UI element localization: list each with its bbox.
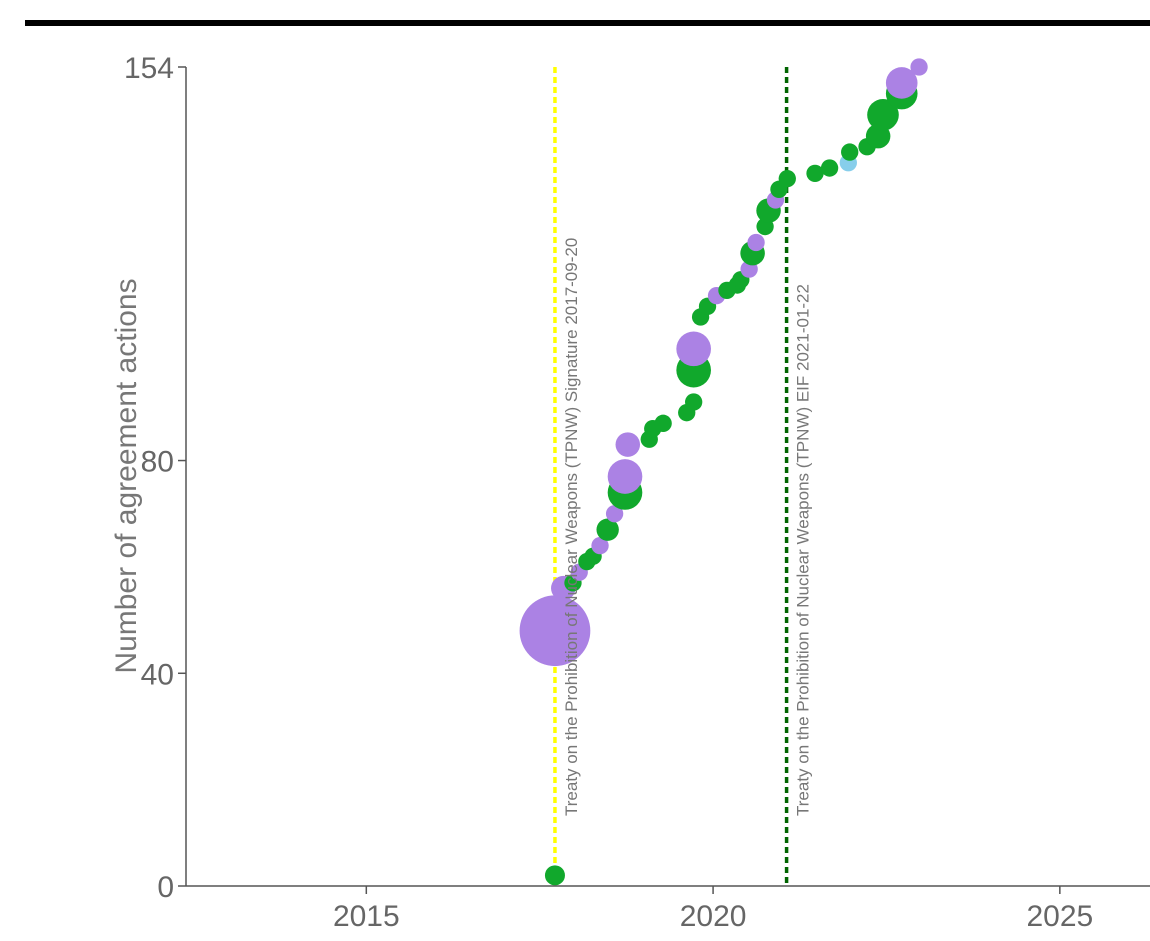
data-point-9[interactable] bbox=[596, 518, 619, 541]
y-tick-label-2: 40 bbox=[141, 658, 174, 691]
data-point-20[interactable] bbox=[676, 331, 711, 367]
ticks: 0 40 80 154 2015 2020 2025 bbox=[124, 52, 1093, 933]
x-tick-label-1: 2015 bbox=[333, 900, 400, 933]
data-point-36[interactable] bbox=[820, 159, 839, 177]
event-lines bbox=[553, 67, 789, 886]
data-point-29[interactable] bbox=[747, 233, 765, 252]
x-tick-label-3: 2025 bbox=[1026, 900, 1093, 933]
y-tick-label-3: 80 bbox=[141, 446, 174, 479]
data-point-10[interactable] bbox=[605, 505, 624, 523]
data-point-38[interactable] bbox=[841, 143, 859, 161]
data-point-41[interactable] bbox=[867, 99, 899, 131]
data-point-13[interactable] bbox=[615, 432, 641, 457]
y-tick-label-4: 154 bbox=[124, 52, 174, 85]
data-point-44[interactable] bbox=[910, 58, 928, 76]
x-tick-label-2: 2020 bbox=[680, 900, 747, 933]
data-point-18[interactable] bbox=[685, 393, 703, 411]
data-point-34[interactable] bbox=[778, 170, 796, 188]
y-axis-title: Number of agreement actions bbox=[110, 278, 143, 673]
event-label-1: Treaty on the Prohibition of Nuclear Wea… bbox=[562, 238, 581, 816]
data-point-8[interactable] bbox=[591, 536, 609, 555]
data-point-12[interactable] bbox=[607, 459, 643, 494]
data-point-2[interactable] bbox=[519, 595, 591, 667]
event-labels: Treaty on the Prohibition of Nuclear Wea… bbox=[562, 238, 813, 816]
event-label-2: Treaty on the Prohibition of Nuclear Wea… bbox=[794, 284, 813, 816]
data-point-1[interactable] bbox=[544, 865, 565, 886]
axes bbox=[185, 67, 1150, 887]
y-tick-label-1: 0 bbox=[157, 871, 174, 904]
data-points bbox=[519, 58, 928, 886]
data-point-16[interactable] bbox=[654, 414, 672, 432]
data-point-43[interactable] bbox=[885, 67, 918, 99]
data-point-35[interactable] bbox=[806, 164, 824, 183]
